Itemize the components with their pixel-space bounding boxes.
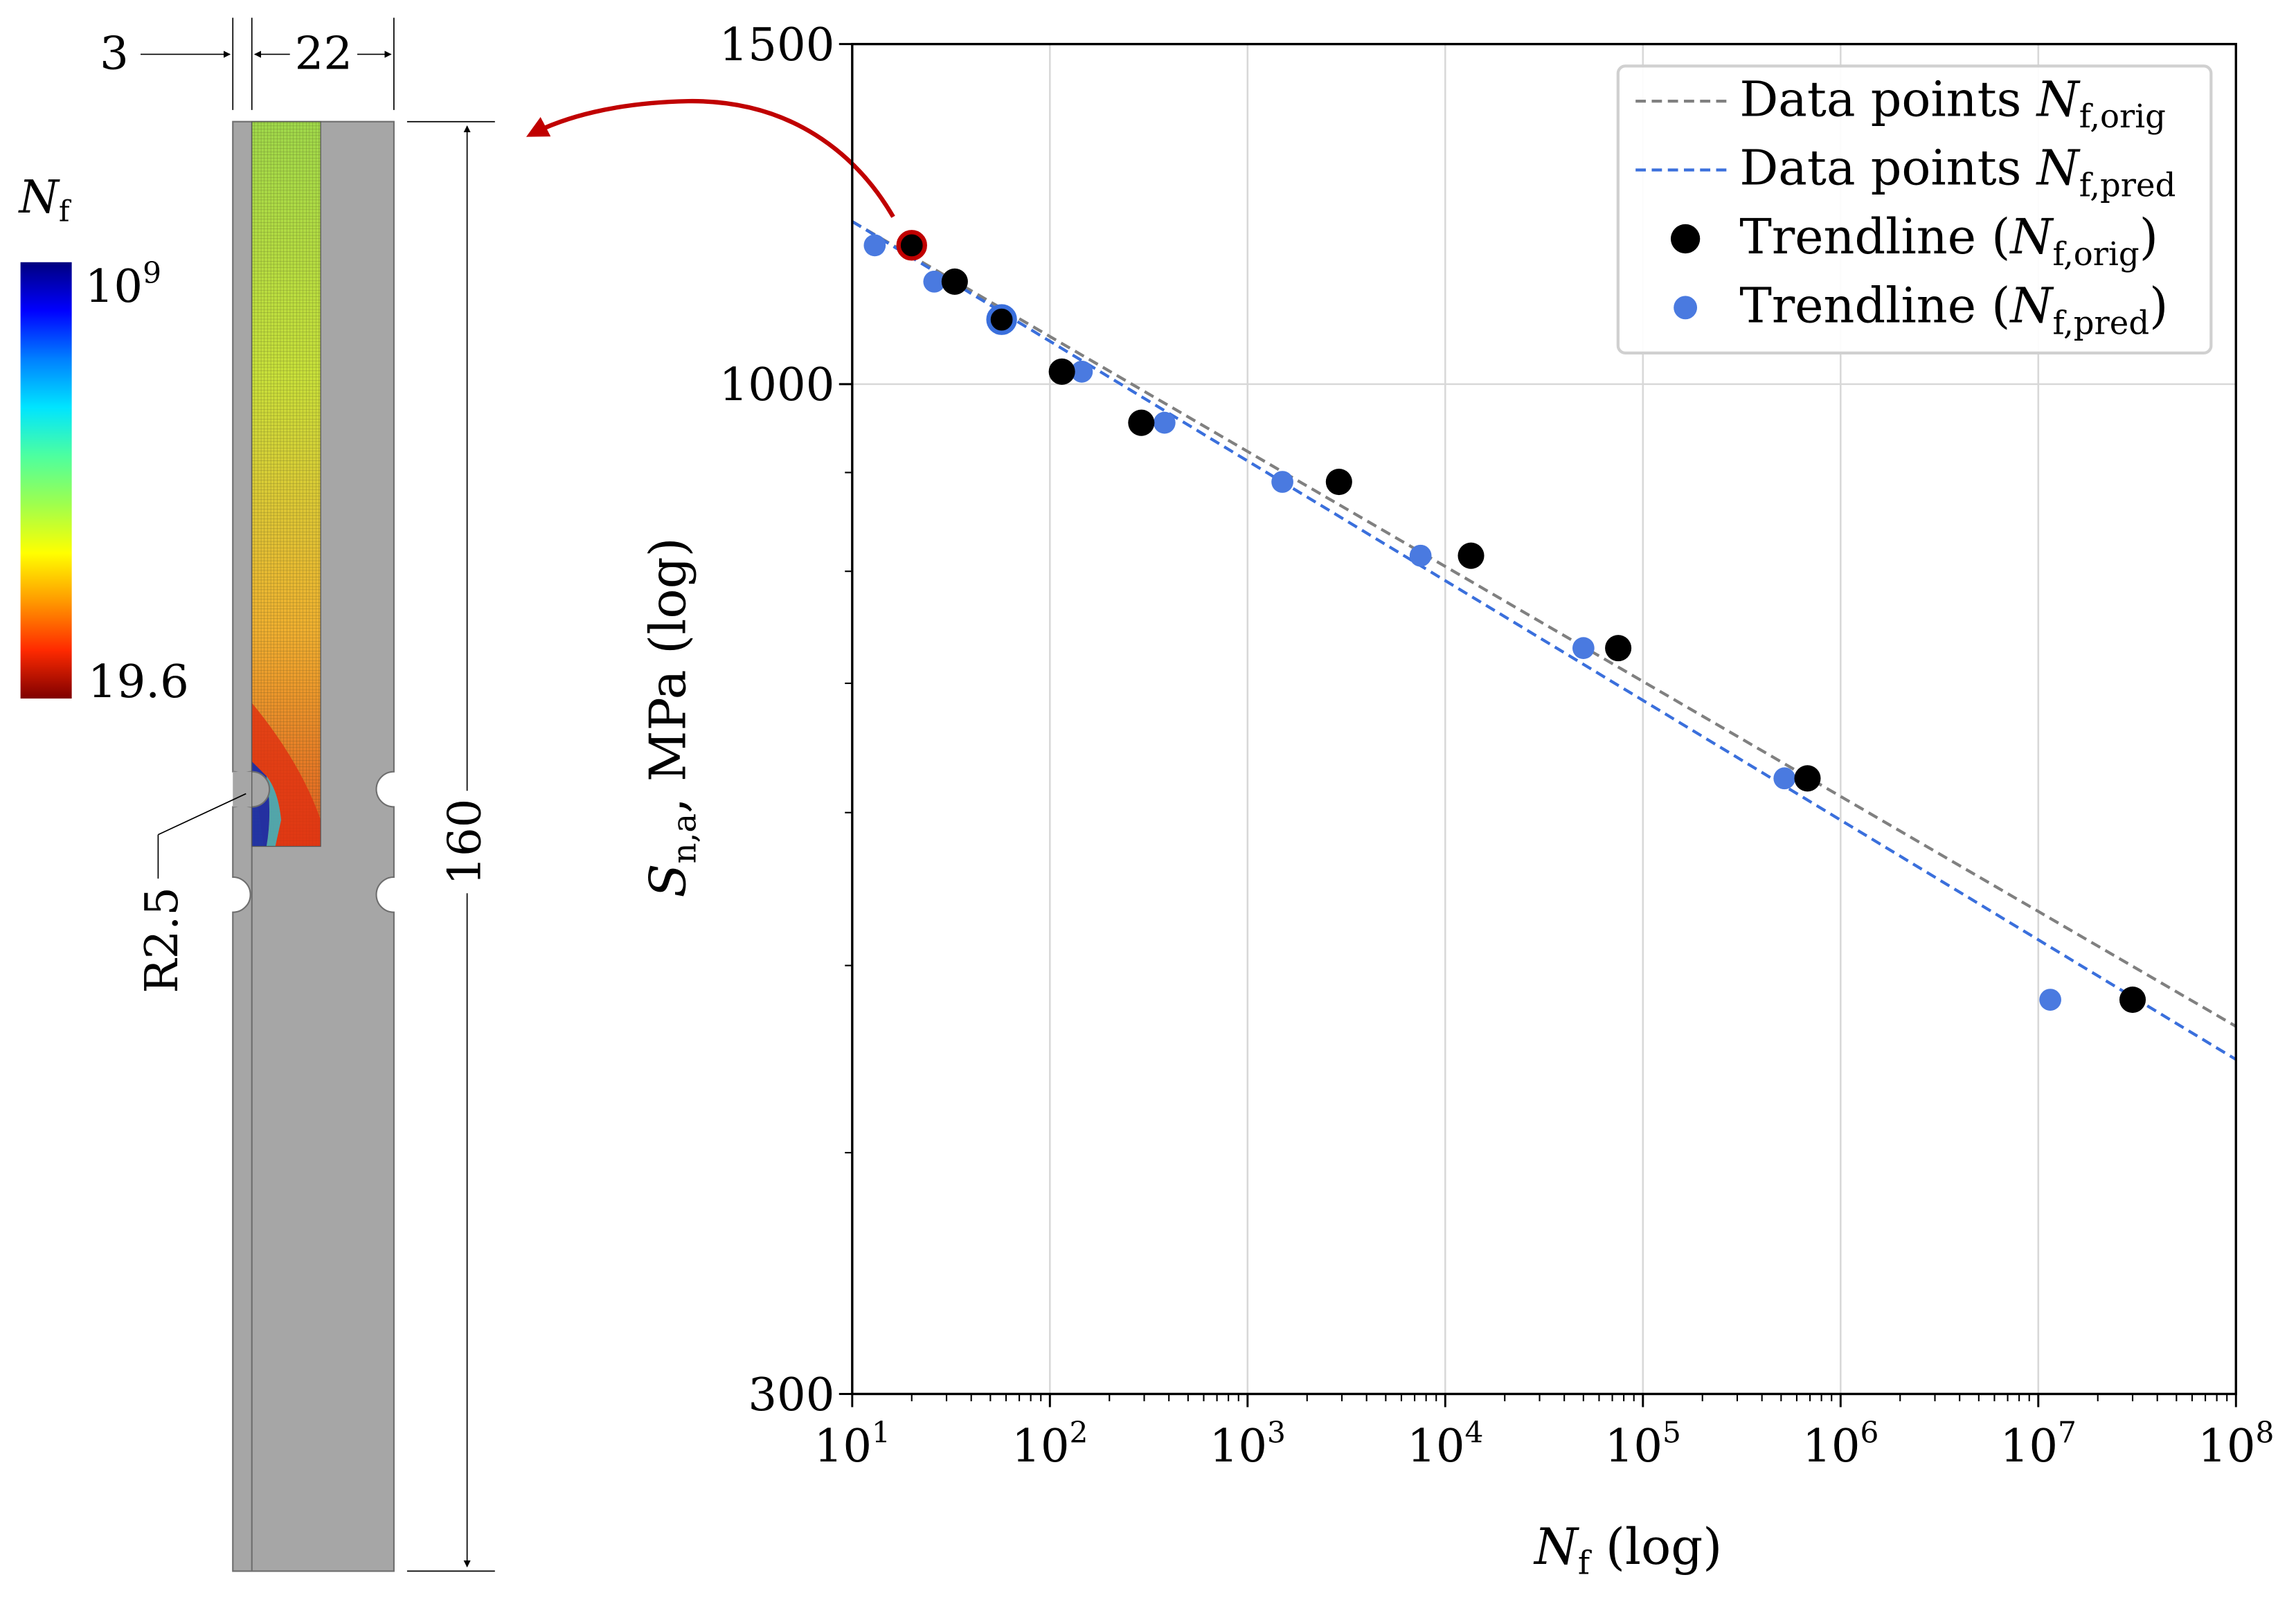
point-pred <box>1409 544 1432 567</box>
legend-label: Data points Nf,orig <box>1739 71 2166 135</box>
x-tick-label: 101 <box>814 1415 890 1472</box>
point-orig <box>986 304 1017 335</box>
x-tick-label: 106 <box>1802 1415 1878 1472</box>
colorbar <box>20 262 72 699</box>
legend-label: Trendline (Nf,pred) <box>1739 278 2168 341</box>
point-pred <box>1070 360 1093 383</box>
legend-box <box>1616 64 2213 354</box>
point-pred <box>1773 767 1796 790</box>
point-pred <box>2039 989 2061 1011</box>
plot-frame <box>851 42 2237 1396</box>
point-orig <box>1048 358 1075 385</box>
specimen-drawing: 3 22 160 R2.5 Nf 109 19.6 <box>17 17 895 1572</box>
field-outline <box>251 121 321 847</box>
point-orig <box>1794 765 1821 792</box>
dim-width-label: 22 <box>295 28 352 80</box>
y-axis-label: Sn,a, MPa (log) <box>639 537 703 897</box>
trendline-pred <box>852 220 2236 1061</box>
notch-hotspot-cyan <box>266 776 282 847</box>
trendlines <box>852 220 2236 1061</box>
trendline-orig <box>852 220 2236 1028</box>
red-pointer-arrow <box>526 98 895 218</box>
point-orig <box>2119 987 2146 1014</box>
y-tick-label: 1500 <box>719 19 835 71</box>
x-axis-ticks: 101 102 103 104 105 106 107 108 <box>814 1394 2274 1473</box>
point-orig <box>896 230 927 261</box>
legend-marker-swatch <box>1670 224 1701 254</box>
x-tick-label: 108 <box>2198 1415 2274 1472</box>
legend-label: Data points Nf,pred <box>1739 141 2176 204</box>
x-tick-label: 105 <box>1605 1415 1681 1472</box>
data-points <box>863 230 2146 1014</box>
point-pred <box>863 234 886 257</box>
x-axis-label: Nf (log) <box>1533 1518 1722 1582</box>
point-pred <box>1153 411 1176 434</box>
colorbar-min-label: 19.6 <box>88 656 189 708</box>
x-tick-label: 103 <box>1210 1415 1286 1472</box>
point-orig <box>1458 542 1485 569</box>
point-pred <box>1271 471 1293 493</box>
point-pred <box>923 270 946 293</box>
point-orig <box>1128 409 1155 436</box>
dim-thickness-label: 3 <box>100 28 129 80</box>
y-tick-label: 1000 <box>719 359 835 411</box>
colorbar-max-label: 109 <box>85 255 161 312</box>
x-tick-label: 104 <box>1407 1415 1483 1472</box>
legend-marker-swatch <box>1674 296 1698 320</box>
legend-label: Trendline (Nf,orig) <box>1739 209 2158 273</box>
x-tick-label: 102 <box>1012 1415 1088 1472</box>
notch-radius-leader <box>158 793 246 836</box>
dim-length-label: 160 <box>439 799 492 885</box>
y-tick-label: 300 <box>748 1369 834 1421</box>
notch-radius-label: R2.5 <box>136 887 188 993</box>
point-pred <box>1572 637 1595 660</box>
notch-cutout-cover <box>233 771 252 807</box>
sn-chart: 101 102 103 104 105 106 107 108 300 1000 1500 Nf … <box>639 19 2275 1582</box>
point-orig <box>1605 635 1632 662</box>
point-orig <box>941 268 968 295</box>
colorbar-title: Nf <box>17 171 71 228</box>
x-tick-label: 107 <box>2000 1415 2077 1472</box>
point-orig <box>1325 469 1352 496</box>
y-axis-ticks: 300 1000 1500 <box>719 19 852 1421</box>
